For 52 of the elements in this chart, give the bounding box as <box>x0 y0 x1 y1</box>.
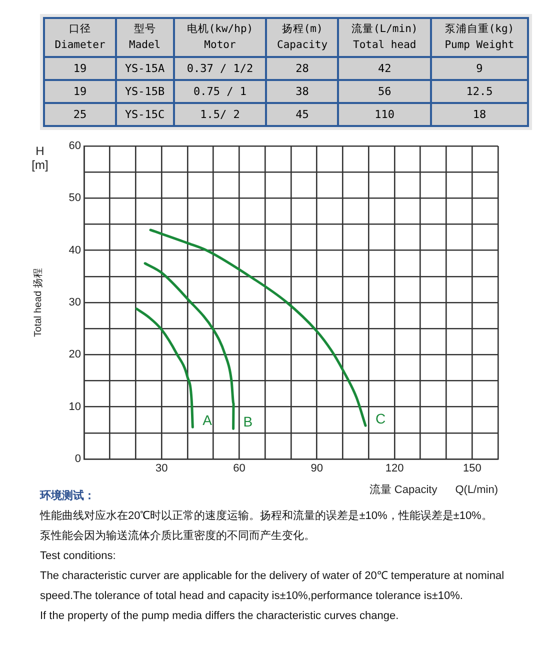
x-axis-title: 流量 Capacity <box>369 484 438 496</box>
text: H [m] <box>30 144 50 172</box>
category-label: 口径 Diameter <box>44 18 116 57</box>
text: 9 <box>430 56 528 80</box>
text: 28 <box>266 56 338 80</box>
text: 0.75 / 1 <box>174 80 266 103</box>
y-tick-label: 40 <box>68 244 81 256</box>
text: 性能曲线对应水在20℃时以正常的速度运输。扬程和流量的误差是±10%，性能误差是±10%。 <box>40 508 494 524</box>
text: Test conditions: <box>40 549 117 564</box>
series-label: B <box>243 414 253 430</box>
text: 1.5/ 2 <box>174 102 266 126</box>
y-tick-label: 0 <box>74 453 81 466</box>
x-tick-label: 90 <box>310 462 323 475</box>
y-tick-label: 10 <box>68 400 81 413</box>
text: YS-15B <box>116 80 174 103</box>
category-label: 型号 Madel <box>116 18 174 57</box>
text: 56 <box>338 80 431 103</box>
y-axis-title: Total head 扬程 <box>32 268 44 337</box>
x-tick-label: 120 <box>385 462 404 475</box>
series-label: C <box>376 410 386 426</box>
x-tick-label: 150 <box>462 462 482 475</box>
text: YS-15A <box>116 56 174 80</box>
line-series <box>149 228 367 427</box>
category-label: 扬程(m) Capacity <box>266 18 338 57</box>
line-series <box>135 308 194 428</box>
text: 泵性能会因为输送流体介质比重密度的不同而产生变化。 <box>40 528 316 544</box>
y-tick-label: 60 <box>68 140 81 152</box>
text: 18 <box>430 102 528 126</box>
y-tick-label: 50 <box>68 192 81 204</box>
text: 38 <box>266 80 338 103</box>
text: Q(L/min) <box>455 484 498 496</box>
category-label: 流量(L/min) Total head <box>338 18 431 57</box>
text: 0.37 / 1/2 <box>174 56 266 80</box>
text: 45 <box>266 102 338 126</box>
category-label: 电机(kw/hp) Motor <box>174 18 266 57</box>
x-tick-label: 60 <box>233 462 246 475</box>
series-label: A <box>202 412 213 428</box>
x-tick-label: 30 <box>156 462 168 475</box>
text: 19 <box>44 80 116 103</box>
text: 42 <box>338 56 431 80</box>
text: The characteristic curver are applicable for the delivery of water of 20℃ temperature at nominal speed.The tolerance of total head and capacity is±10%,performance tolerance is±10%. <box>40 569 506 604</box>
text: 110 <box>338 102 431 126</box>
text: If the property of the pump media differs the characteristic curves change. <box>40 609 400 624</box>
text: 19 <box>44 56 116 80</box>
y-tick-label: 30 <box>68 296 81 309</box>
text: 25 <box>44 102 116 126</box>
line-series <box>144 262 235 430</box>
text: YS-15C <box>116 102 174 126</box>
text: 12.5 <box>430 80 528 103</box>
text: 环境测试： <box>40 490 95 502</box>
category-label: 泵浦自重(kg) Pump Weight <box>430 18 528 57</box>
y-tick-label: 20 <box>68 348 81 361</box>
